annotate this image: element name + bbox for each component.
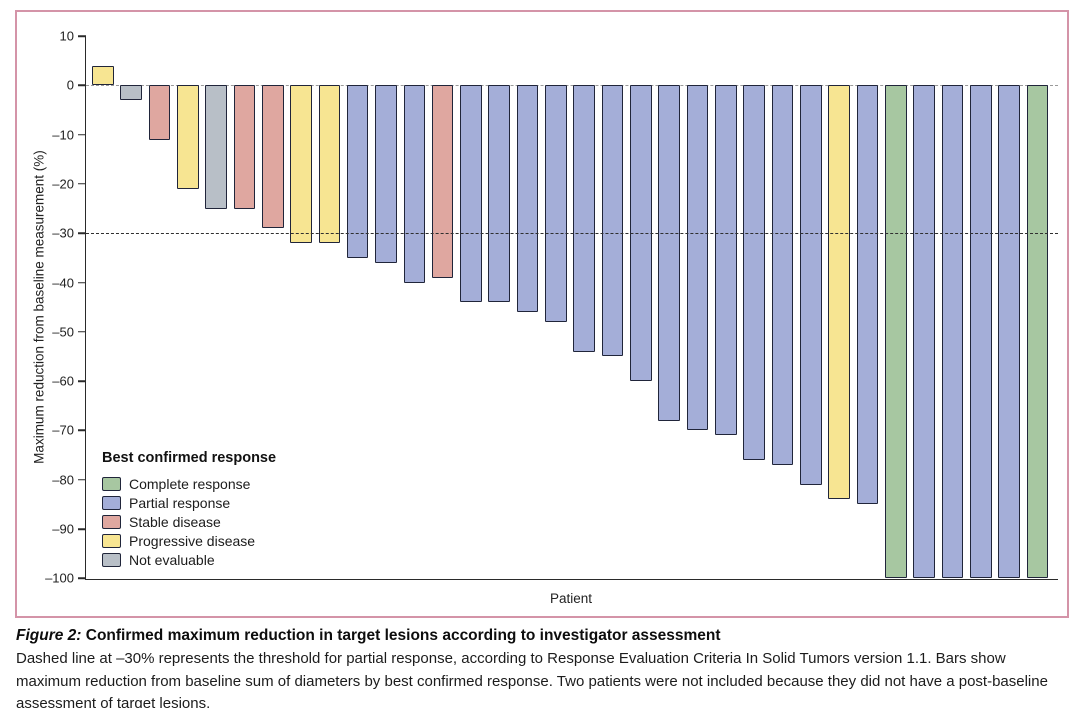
bar-patient-4 <box>176 85 199 189</box>
legend-item-3: Progressive disease <box>102 531 276 550</box>
y-tick <box>78 380 86 382</box>
y-tick <box>78 331 86 333</box>
bar-patient-21 <box>658 85 680 421</box>
legend-item-4: Not evaluable <box>102 550 276 569</box>
y-tick-label: –50 <box>52 324 74 340</box>
legend-label: Not evaluable <box>129 551 215 568</box>
y-tick-label: –80 <box>52 472 74 488</box>
bar-patient-16 <box>516 85 539 313</box>
legend-swatch-icon <box>102 533 121 548</box>
y-tick-label: –90 <box>52 521 74 537</box>
bar-patient-18 <box>573 85 596 352</box>
y-tick-label: –100 <box>45 570 74 586</box>
y-tick <box>78 577 86 580</box>
y-axis-title: Maximum reduction from baseline measurem… <box>31 150 47 464</box>
legend-swatch-icon <box>102 495 121 510</box>
y-tick <box>78 84 86 87</box>
bar-patient-23 <box>715 85 737 436</box>
bar-patient-24 <box>743 85 765 461</box>
caption-title-line: Figure 2: Confirmed maximum reduction in… <box>16 627 1068 645</box>
bar-patient-7 <box>261 85 284 229</box>
x-axis-title: Patient <box>549 591 593 606</box>
bar-patient-25 <box>771 85 794 465</box>
bar-patient-3 <box>148 85 171 140</box>
bar-patient-32 <box>969 85 992 579</box>
y-tick-label: –60 <box>52 373 74 389</box>
y-tick-label: –20 <box>52 176 74 192</box>
legend-item-2: Stable disease <box>102 512 276 531</box>
legend-item-1: Partial response <box>102 493 276 512</box>
y-tick <box>78 281 86 284</box>
bar-patient-27 <box>828 85 850 500</box>
y-tick-label: –40 <box>52 275 74 291</box>
caption-body: Dashed line at –30% represents the thres… <box>16 650 1048 708</box>
legend-label: Complete response <box>129 475 251 492</box>
bar-patient-11 <box>375 85 397 263</box>
y-tick <box>78 35 86 37</box>
bar-patient-20 <box>630 85 652 382</box>
bar-patient-33 <box>998 85 1020 579</box>
bar-patient-29 <box>884 85 907 579</box>
legend-swatch-icon <box>102 552 121 567</box>
bar-patient-8 <box>290 85 312 244</box>
bar-patient-1 <box>92 65 114 86</box>
bar-patient-13 <box>431 85 454 278</box>
bar-patient-19 <box>601 85 624 357</box>
y-tick <box>78 183 86 185</box>
bar-patient-5 <box>205 85 227 209</box>
caption-title: Confirmed maximum reduction in target le… <box>85 627 721 644</box>
figure-caption: Figure 2: Confirmed maximum reduction in… <box>16 627 1068 708</box>
y-tick <box>78 133 86 136</box>
bar-patient-6 <box>233 85 256 209</box>
chart-panel: Maximum reduction from baseline measurem… <box>15 10 1069 618</box>
y-tick <box>78 429 86 432</box>
bar-patient-12 <box>403 85 426 283</box>
bar-patient-22 <box>686 85 709 431</box>
y-tick-label: 10 <box>59 28 74 44</box>
bar-patient-31 <box>941 85 964 579</box>
legend-swatch-icon <box>102 514 121 529</box>
y-tick-label: 0 <box>66 77 74 93</box>
bar-patient-9 <box>318 85 341 244</box>
threshold-dashed-line <box>86 233 1058 235</box>
bar-patient-14 <box>460 85 482 303</box>
bar-patient-26 <box>800 85 822 485</box>
legend-title: Best confirmed response <box>102 450 277 466</box>
legend-item-0: Complete response <box>102 474 276 493</box>
y-tick <box>78 232 86 234</box>
y-tick-label: –10 <box>52 127 74 143</box>
bar-patient-10 <box>346 85 369 258</box>
bar-patient-17 <box>545 85 567 322</box>
plot-area: Best confirmed response Complete respons… <box>45 29 1058 586</box>
y-tick <box>78 528 86 530</box>
zero-dashed-line <box>86 85 1058 87</box>
caption-figure-label: Figure 2: <box>16 627 82 644</box>
legend-label: Stable disease <box>129 513 221 530</box>
bar-patient-2 <box>120 85 142 101</box>
y-tick <box>78 479 86 481</box>
bar-patient-28 <box>856 85 879 505</box>
y-tick-label: –30 <box>52 225 74 241</box>
legend: Best confirmed response Complete respons… <box>102 450 276 569</box>
bar-patient-30 <box>913 85 935 579</box>
legend-swatch-icon <box>102 476 121 491</box>
bar-patient-15 <box>488 85 511 303</box>
legend-label: Partial response <box>129 494 231 511</box>
y-tick-label: –70 <box>52 422 74 438</box>
legend-items: Complete response Partial response Stable … <box>102 474 276 569</box>
legend-label: Progressive disease <box>129 532 256 549</box>
bar-patient-34 <box>1026 85 1049 579</box>
